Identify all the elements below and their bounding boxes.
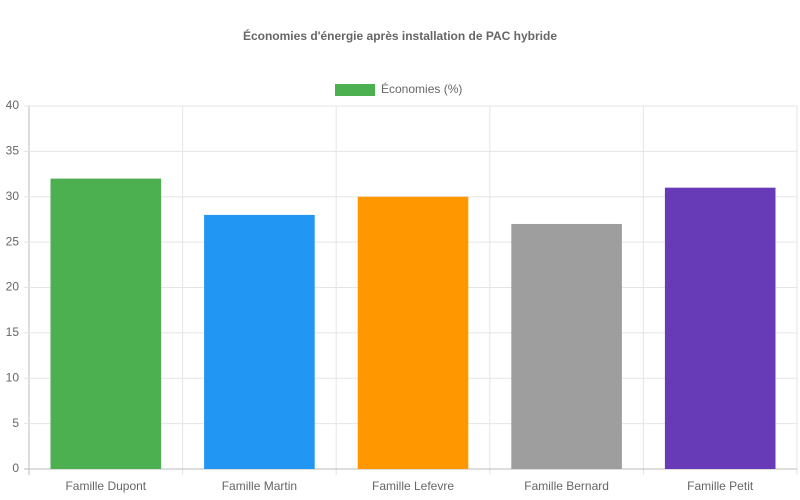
x-tick-label: Famille Petit: [687, 479, 754, 493]
y-tick-label: 40: [6, 98, 20, 112]
y-tick-label: 5: [12, 416, 19, 430]
bar: [204, 214, 315, 469]
bar: [664, 187, 776, 470]
y-tick-label: 20: [6, 280, 20, 294]
y-tick-label: 10: [6, 370, 20, 384]
x-tick-label: Famille Lefevre: [372, 479, 454, 493]
x-tick-label: Famille Bernard: [524, 479, 609, 493]
legend-label: Économies (%): [381, 81, 462, 96]
bar: [511, 223, 622, 469]
x-tick-label: Famille Martin: [222, 479, 297, 493]
y-tick-label: 15: [6, 325, 20, 339]
y-tick-label: 0: [12, 461, 19, 475]
chart-title: Économies d'énergie après installation d…: [243, 28, 557, 43]
legend-swatch: [335, 84, 375, 96]
x-tick-label: Famille Dupont: [65, 479, 146, 493]
bar: [357, 196, 469, 469]
y-tick-label: 30: [6, 189, 20, 203]
bar: [50, 178, 162, 469]
y-tick-label: 35: [6, 144, 20, 158]
y-tick-label: 25: [6, 234, 20, 248]
